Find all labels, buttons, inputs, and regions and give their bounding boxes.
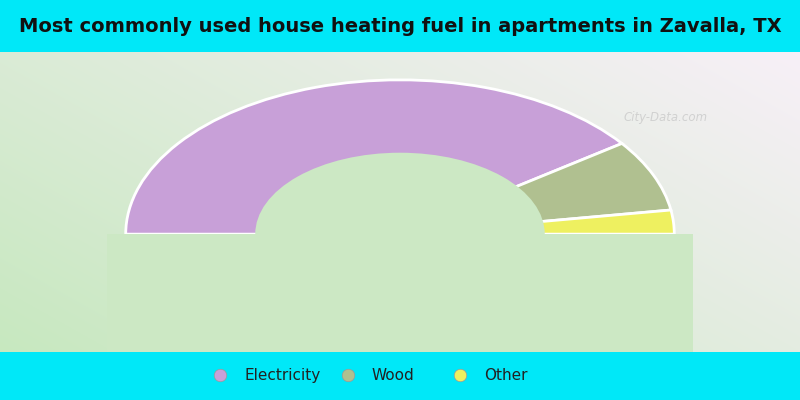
Text: Other: Other (484, 368, 527, 382)
Wedge shape (400, 210, 674, 234)
Wedge shape (400, 144, 671, 234)
Text: City-Data.com: City-Data.com (624, 112, 708, 124)
Wedge shape (126, 80, 622, 234)
Text: Most commonly used house heating fuel in apartments in Zavalla, TX: Most commonly used house heating fuel in… (18, 16, 782, 36)
Bar (106, 234, 694, 352)
Text: Wood: Wood (372, 368, 414, 382)
Wedge shape (255, 153, 545, 234)
Text: Electricity: Electricity (244, 368, 320, 382)
